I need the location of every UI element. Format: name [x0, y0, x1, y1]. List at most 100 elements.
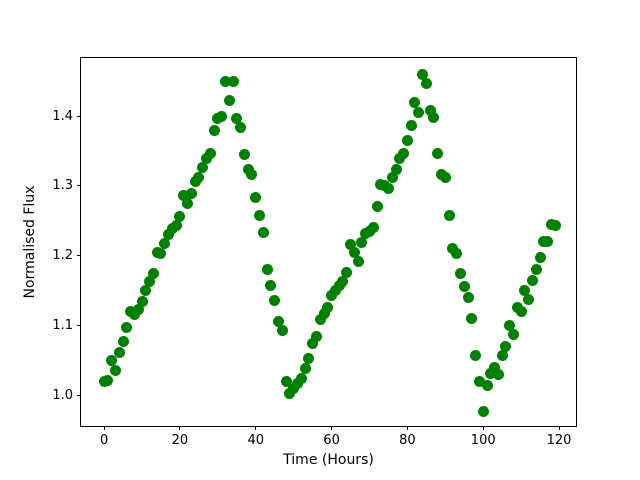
data-point [473, 376, 485, 388]
data-point [439, 172, 451, 184]
x-tick-label: 0 [99, 433, 109, 448]
data-point [113, 346, 125, 358]
y-tick-label: 1.1 [52, 318, 73, 334]
data-point [424, 104, 436, 116]
data-point [280, 376, 292, 388]
data-point [523, 293, 535, 305]
data-point [102, 374, 114, 386]
x-tick-label: 80 [399, 433, 416, 448]
data-point [303, 353, 315, 365]
data-point [178, 189, 190, 201]
data-point [489, 362, 501, 374]
x-tick-mark [482, 426, 484, 430]
data-point [504, 320, 516, 332]
data-point [496, 349, 508, 361]
y-tick-label: 1.4 [52, 108, 73, 124]
data-point [500, 341, 512, 353]
data-point [345, 239, 357, 251]
data-point [356, 237, 368, 249]
x-tick-label: 40 [247, 433, 265, 448]
data-point [185, 188, 197, 200]
data-point [291, 378, 303, 390]
data-point [443, 209, 455, 221]
data-point [231, 112, 243, 124]
data-point [276, 324, 288, 336]
data-point [458, 281, 470, 293]
data-point [208, 124, 220, 136]
data-point [147, 267, 159, 279]
data-point [530, 264, 542, 276]
data-point [470, 349, 482, 361]
data-point [144, 275, 156, 287]
x-tick-mark [331, 426, 333, 430]
data-point [481, 379, 493, 391]
x-tick-mark [558, 426, 560, 430]
x-tick-mark [255, 426, 257, 430]
data-point [170, 219, 182, 231]
data-point [250, 191, 262, 203]
y-tick-mark [77, 115, 81, 117]
x-tick-mark [406, 426, 408, 430]
data-point [174, 211, 186, 223]
data-point [132, 304, 144, 316]
data-point [432, 148, 444, 160]
data-point [227, 76, 239, 88]
x-tick-mark [103, 426, 105, 430]
data-point [492, 369, 504, 381]
data-point [235, 122, 247, 134]
data-point [451, 248, 463, 260]
data-point [394, 153, 406, 165]
y-tick-mark [77, 255, 81, 257]
x-tick-label: 20 [171, 433, 189, 448]
data-point [121, 321, 133, 333]
y-tick-mark [77, 325, 81, 327]
data-point [269, 294, 281, 306]
data-point [261, 264, 273, 276]
data-point [106, 354, 118, 366]
data-point [549, 220, 561, 232]
data-point [273, 316, 284, 328]
y-tick-label: 1.2 [52, 248, 73, 264]
data-point [352, 256, 364, 268]
data-point [204, 148, 216, 160]
x-axis-label: Time (Hours) [283, 452, 374, 468]
data-point [515, 305, 527, 317]
data-point [246, 168, 258, 180]
data-point [485, 367, 497, 379]
data-point [197, 161, 209, 173]
data-point [307, 337, 319, 349]
data-point [390, 163, 402, 175]
x-tick-label: 60 [323, 433, 340, 448]
data-point [329, 284, 341, 296]
data-point [462, 291, 474, 303]
data-point [109, 365, 121, 377]
data-point [257, 226, 269, 238]
x-tick-mark [179, 426, 181, 430]
y-axis-label: Normalised Flux [22, 185, 38, 299]
data-point [223, 95, 235, 107]
data-point [527, 274, 538, 286]
data-point [193, 172, 205, 184]
data-point [477, 405, 489, 417]
data-point [322, 302, 334, 314]
data-point [299, 363, 311, 375]
data-point [238, 149, 250, 161]
data-point [542, 235, 554, 247]
data-point [159, 237, 171, 249]
data-point [295, 372, 307, 384]
data-point [318, 307, 330, 319]
x-tick-label: 100 [470, 433, 496, 448]
data-point [341, 267, 353, 279]
data-point [466, 313, 478, 325]
data-point [310, 330, 322, 342]
plot-area: 0 20 40 60 80 100 120 1.0 1.1 1.2 1.3 1.4 [52, 57, 577, 448]
data-point [386, 172, 398, 184]
y-tick-mark [77, 395, 81, 397]
data-point [182, 197, 194, 209]
data-point [417, 68, 429, 80]
data-point [409, 96, 421, 108]
data-point [140, 284, 152, 296]
data-point [371, 200, 383, 212]
data-point [405, 120, 417, 132]
